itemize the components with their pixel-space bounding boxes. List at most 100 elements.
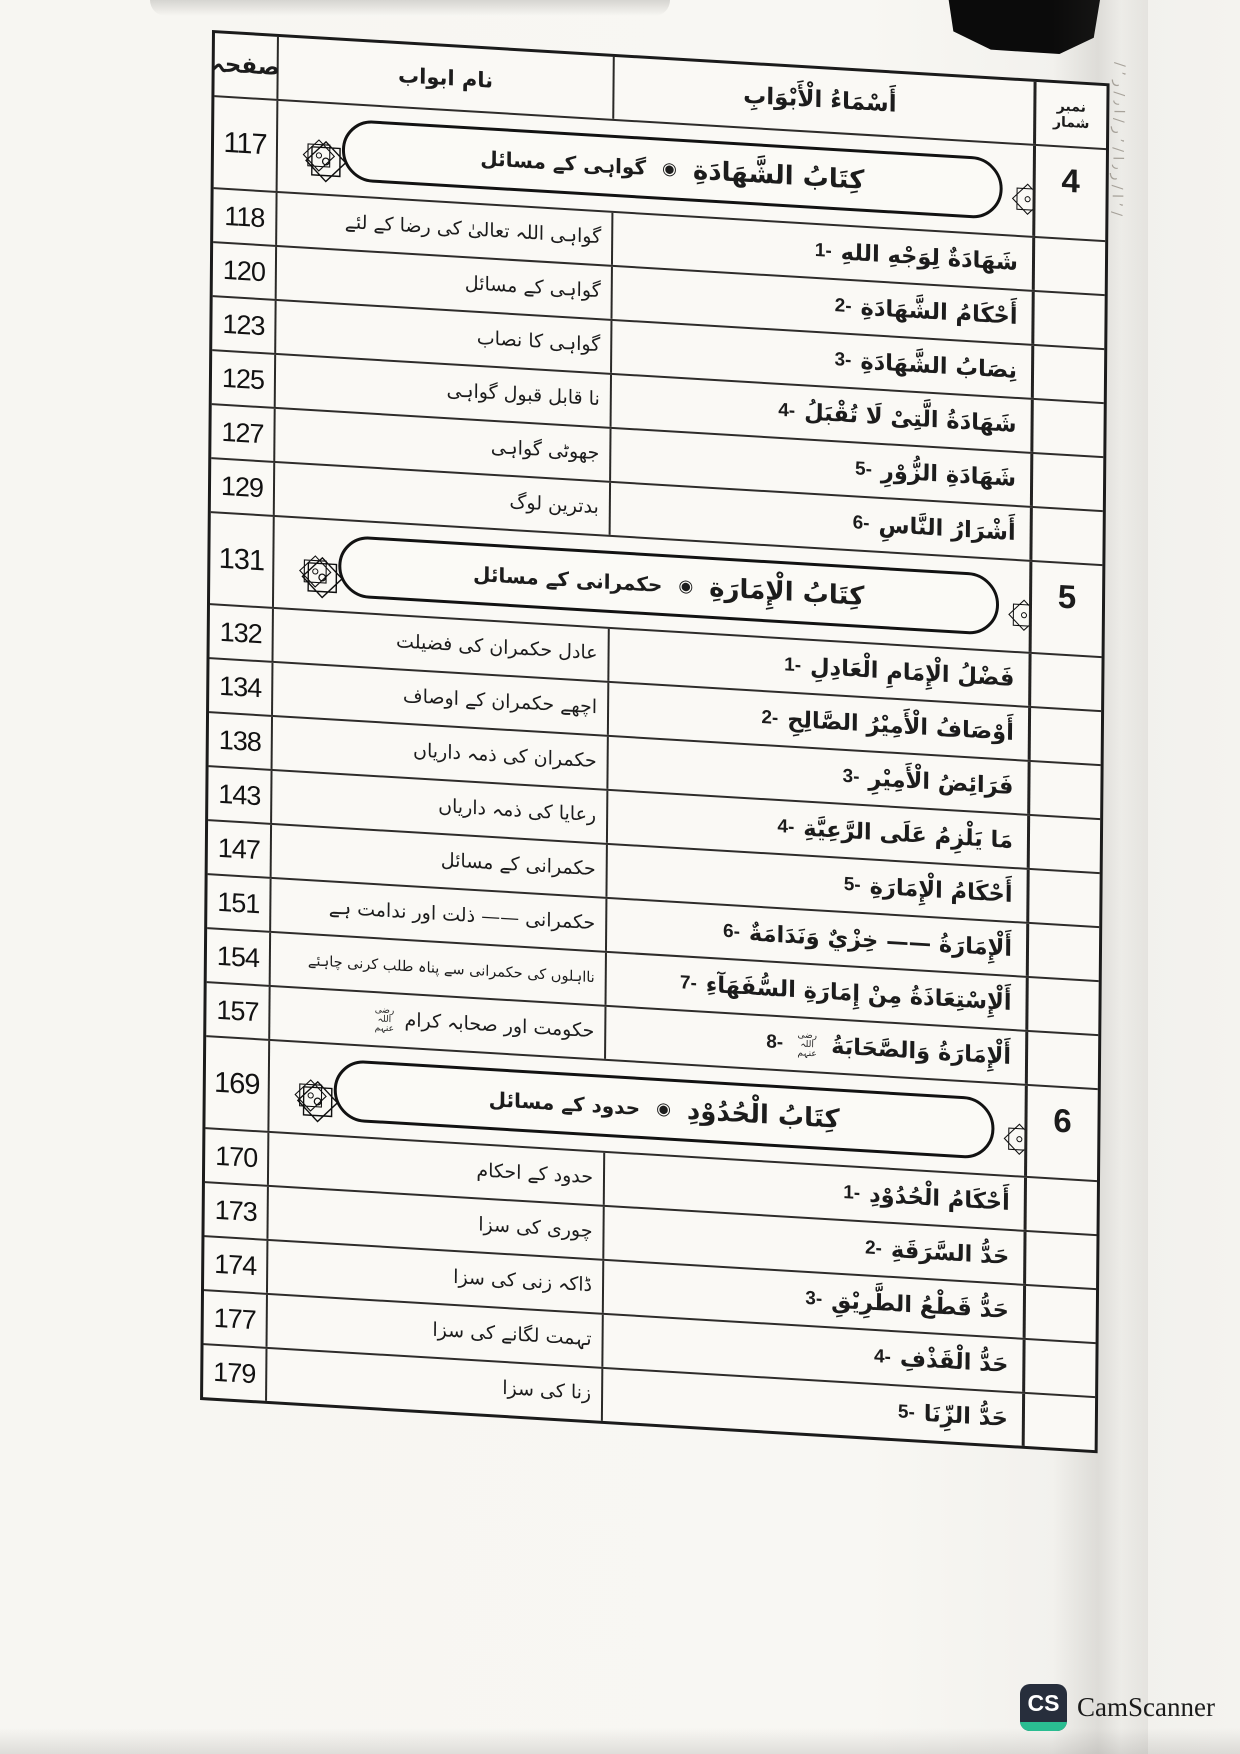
entry-number: 4- [777, 815, 795, 838]
entry-page-cell: 132 [209, 605, 274, 661]
knot-glyph: ۞ [1010, 156, 1037, 224]
entry-page-cell: 143 [208, 767, 273, 823]
urdu-title: نا قابل قبول گواہی [446, 379, 600, 411]
entry-page-cell: 129 [210, 459, 276, 515]
arabic-title: أَلْإِمَارَةُ وَالصَّحَابَةُ [831, 1033, 1012, 1070]
entry-number: 8- [766, 1031, 784, 1054]
entry-page-cell: 134 [209, 659, 274, 715]
section-page-number: 169 [205, 1037, 271, 1131]
entry-serial-cell [1030, 762, 1100, 818]
toc-table: صفحہ نام ابواب أَسْمَاءُ الْأَبْوَابِ نم… [200, 30, 1110, 1454]
page-number: 147 [217, 832, 261, 865]
entry-serial-cell [1034, 292, 1104, 348]
camscanner-icon: CS [1020, 1684, 1067, 1731]
urdu-title: حدود کے احکام [476, 1159, 594, 1189]
knot-ornament-icon: ۞ ۞ [277, 1045, 358, 1134]
urdu-title: تہمت لگانے کی سزا [432, 1318, 592, 1351]
entry-serial-cell [1030, 816, 1100, 872]
entry-serial-cell [1031, 708, 1101, 764]
page-number: 134 [219, 670, 262, 703]
entry-number: 7- [679, 972, 697, 995]
entry-serial-cell [1032, 508, 1102, 564]
page-number: 169 [213, 1066, 260, 1101]
page-number: 131 [218, 542, 265, 577]
entry-number: 5- [897, 1401, 915, 1424]
page-number: 125 [221, 362, 265, 395]
entry-number: 5- [843, 873, 861, 896]
bullet-icon: ◉ [678, 575, 694, 597]
arabic-title: أَحْكَامُ الشَّهَادَةِ [860, 294, 1018, 330]
arabic-title: شَهَادَةٌ لِوَجْهِ اللهِ [840, 239, 1019, 276]
entry-serial-cell [1035, 238, 1105, 294]
page-number: 151 [217, 886, 260, 919]
entry-serial-cell [1028, 1032, 1098, 1088]
page-number: 123 [222, 308, 265, 341]
scan-edge-smudge [150, 0, 670, 16]
arabic-title: مَا يَلْزِمُ عَلَى الرَّعِيَّةِ [803, 815, 1014, 854]
knot-ornament-icon: ۞ [996, 156, 1037, 224]
entry-serial-cell [1028, 978, 1098, 1034]
arabic-title: حَدُّ الزِّنَا [923, 1400, 1009, 1432]
section-serial-cell: 5 [1032, 562, 1103, 656]
page-number: 177 [213, 1302, 256, 1335]
page-number: 138 [218, 724, 261, 757]
section-arabic-title: كِتَابُ الشَّهَادَةِ [692, 155, 865, 196]
knot-glyph: ۞ [1007, 572, 1033, 640]
serial-number: 5 [1057, 577, 1077, 616]
page-number: 127 [221, 416, 264, 449]
section-page-number: 117 [213, 97, 279, 191]
arabic-title: حَدُّ قَطْعُ الطَّرِيْقِ [831, 1287, 1009, 1324]
urdu-title: عادل حکمران کی فضیلت [395, 630, 598, 665]
urdu-title: حکمرانی —— ذلت اور ندامت ہے [328, 896, 596, 935]
entry-page-cell: 177 [203, 1291, 268, 1347]
entry-number: 3- [842, 765, 860, 788]
entry-number: 5- [855, 458, 873, 481]
entry-serial-cell [1034, 346, 1104, 402]
urdu-title: حکمران کی ذمہ داریاں [412, 739, 597, 773]
serial-number: 4 [1061, 161, 1081, 200]
knot-ornament-icon: ۞ [993, 572, 1033, 640]
entry-page-cell: 118 [213, 189, 278, 245]
entry-serial-cell [1026, 1286, 1096, 1342]
entry-serial-cell [1025, 1340, 1095, 1396]
entry-page-cell: 179 [203, 1345, 268, 1401]
entry-number: 2- [834, 295, 852, 318]
entry-page-cell: 157 [206, 983, 271, 1039]
arabic-title: شَهَادَةُ الَّتِیْ لَا تُقْبَلُ [804, 399, 1017, 438]
knot-ornament-icon: ۞ [988, 1096, 1028, 1164]
arabic-title: حَدُّ السَّرَقَةِ [890, 1236, 1010, 1270]
urdu-title: حکمرانی کے مسائل [440, 849, 596, 881]
knot-ornament-icon: ۞ ۞ [286, 105, 367, 194]
urdu-title: جھوٹی گواہی [490, 435, 600, 465]
entry-page-cell: 154 [206, 929, 272, 985]
arabic-title: حَدُّ الْقَذْفِ [899, 1345, 1009, 1378]
page-number: 170 [215, 1140, 258, 1173]
section-arabic-title: كِتَابُ الْإِمَارَةِ [709, 572, 865, 613]
bullet-icon: ◉ [662, 158, 678, 180]
urdu-title: بدترین لوگ [509, 491, 599, 519]
page-number: 120 [222, 254, 266, 287]
knot-glyph: ۞ [1002, 1096, 1028, 1164]
arabic-title: فَضْلُ الْإِمَامِ الْعَادِلِ [809, 653, 1015, 692]
arabic-title: فَرَائِضُ الْأَمِيْرِ [868, 765, 1014, 800]
urdu-title: زنا کی سزا [502, 1377, 592, 1405]
section-urdu-title: حکمرانی کے مسائل [472, 561, 663, 598]
entry-number: 4- [873, 1345, 891, 1368]
bullet-icon: ◉ [656, 1098, 672, 1120]
entry-page-cell: 170 [204, 1129, 270, 1185]
entry-serial-cell [1025, 1394, 1095, 1450]
entry-serial-cell [1026, 1232, 1096, 1288]
section-urdu-title: حدود کے مسائل [488, 1086, 641, 1120]
entry-serial-cell [1033, 454, 1103, 510]
page-number: 118 [224, 200, 265, 233]
camscanner-watermark: CS CamScanner [1020, 1684, 1215, 1731]
page-number: 117 [223, 126, 267, 161]
entry-serial-cell [1031, 654, 1101, 710]
arabic-title: أَشْرَارُ النَّاسِ [878, 511, 1016, 546]
entry-serial-cell [1033, 400, 1103, 456]
page-number: 179 [213, 1356, 256, 1389]
section-serial-cell: 4 [1035, 146, 1106, 240]
arabic-title: شَهَادَةِ الزُّوْرِ [880, 457, 1017, 492]
entry-page-cell: 125 [211, 351, 277, 407]
